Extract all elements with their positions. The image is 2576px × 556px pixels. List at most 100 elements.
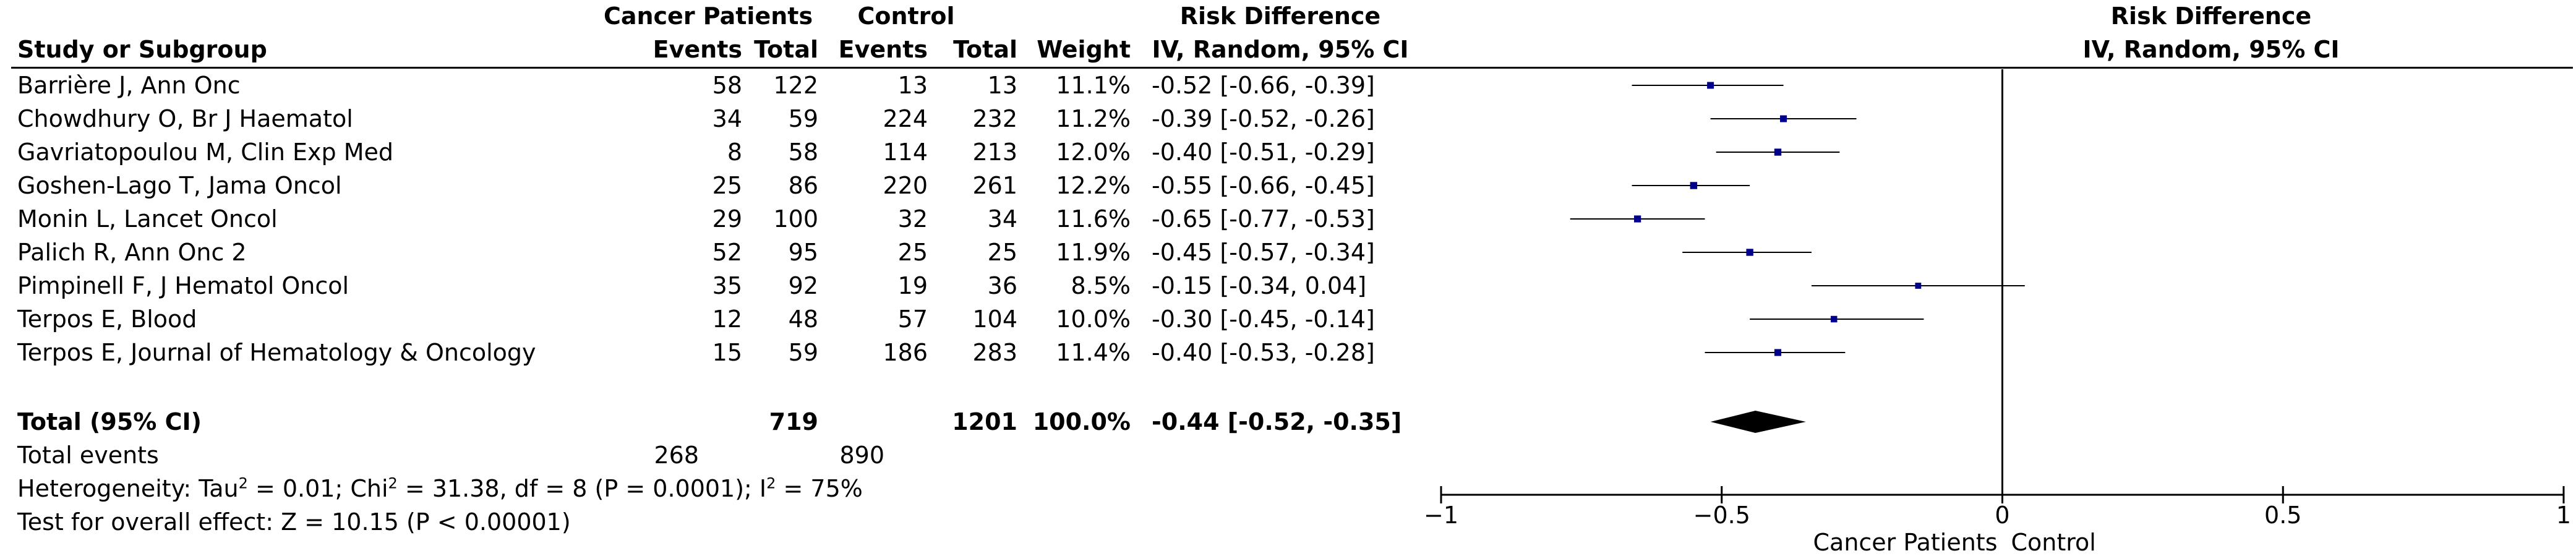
events1-value: 35 — [712, 272, 742, 299]
total1-value: 59 — [788, 105, 818, 132]
total1-value: 100 — [773, 205, 818, 233]
events1-value: 8 — [727, 139, 742, 166]
weight-value: 11.4% — [1056, 339, 1131, 366]
events1-value: 15 — [712, 339, 742, 366]
ci-value: -0.39 [-0.52, -0.26] — [1152, 105, 1375, 132]
effect-header-subtitle: IV, Random, 95% CI — [1152, 36, 1409, 63]
events2-value: 114 — [883, 139, 928, 166]
total-events-label: Total events — [17, 442, 159, 469]
point-estimate — [1690, 182, 1698, 189]
total1-value: 92 — [788, 272, 818, 299]
point-estimate — [1774, 349, 1782, 356]
x-tick-label: 1 — [2556, 502, 2571, 529]
events2-value: 57 — [897, 306, 928, 333]
total2-value: 261 — [972, 172, 1017, 199]
ci-value: -0.52 [-0.66, -0.39] — [1152, 72, 1375, 99]
study-name: Gavriatopoulou M, Clin Exp Med — [17, 139, 393, 166]
total2-value: 13 — [987, 72, 1017, 99]
heterogeneity-text: Heterogeneity: Tau2 = 0.01; Chi2 = 31.38… — [17, 474, 863, 502]
group2-header: Control — [857, 2, 955, 30]
weight-header: Weight — [1037, 36, 1131, 63]
total2-value: 213 — [972, 139, 1017, 166]
plot-title: Risk Difference — [2110, 2, 2312, 30]
events1-value: 25 — [712, 172, 742, 199]
study-name: Pimpinell F, J Hematol Oncol — [17, 272, 349, 299]
events1-value: 58 — [712, 72, 742, 99]
group1-header: Cancer Patients — [603, 2, 813, 30]
total2-value: 232 — [972, 105, 1017, 132]
events1-value: 12 — [712, 306, 742, 333]
weight-value: 12.2% — [1056, 172, 1131, 199]
weight-value: 11.6% — [1056, 205, 1131, 233]
total1-value: 122 — [773, 72, 818, 99]
ci-value: -0.55 [-0.66, -0.45] — [1152, 172, 1375, 199]
weight-value: 11.2% — [1056, 105, 1131, 132]
total1-value: 95 — [788, 239, 818, 266]
total1-value: 59 — [788, 339, 818, 366]
total1-value: 48 — [788, 306, 818, 333]
total-label: Total (95% CI) — [17, 408, 202, 435]
weight-value: 11.9% — [1056, 239, 1131, 266]
x-tick-label: 0 — [1995, 502, 2009, 529]
ci-value: -0.30 [-0.45, -0.14] — [1152, 306, 1375, 333]
events2-value: 19 — [897, 272, 928, 299]
total-events2: 890 — [839, 442, 884, 469]
point-estimate — [1774, 148, 1782, 156]
total2-sum: 1201 — [952, 408, 1017, 435]
weight-value: 11.1% — [1056, 72, 1131, 99]
ci-value: -0.40 [-0.53, -0.28] — [1152, 339, 1375, 366]
x-tick-label: −1 — [1424, 502, 1458, 529]
events2-value: 25 — [897, 239, 928, 266]
total2-value: 25 — [987, 239, 1017, 266]
study-name: Barrière J, Ann Onc — [17, 72, 241, 99]
study-name: Monin L, Lancet Oncol — [17, 205, 278, 233]
events2-value: 220 — [883, 172, 928, 199]
effect-header-title: Risk Difference — [1179, 2, 1381, 30]
events1-value: 29 — [712, 205, 742, 233]
study-name: Goshen-Lago T, Jama Oncol — [17, 172, 342, 199]
point-estimate — [1707, 82, 1714, 89]
study-column-header: Study or Subgroup — [17, 36, 267, 63]
total2-header: Total — [953, 36, 1017, 63]
events2-value: 13 — [897, 72, 928, 99]
ci-value: -0.40 [-0.51, -0.29] — [1152, 139, 1375, 166]
total-ci: -0.44 [-0.52, -0.35] — [1152, 408, 1402, 435]
total1-value: 58 — [788, 139, 818, 166]
total-events1: 268 — [654, 442, 699, 469]
study-name: Chowdhury O, Br J Haematol — [17, 105, 353, 132]
total1-header: Total — [754, 36, 818, 63]
point-estimate — [1831, 315, 1838, 323]
total2-value: 283 — [972, 339, 1017, 366]
ci-value: -0.65 [-0.77, -0.53] — [1152, 205, 1375, 233]
pooled-diamond — [1710, 411, 1806, 433]
x-tick-label: 0.5 — [2264, 502, 2301, 529]
plot-subtitle: IV, Random, 95% CI — [2082, 36, 2340, 63]
total-weight: 100.0% — [1032, 408, 1131, 435]
total2-value: 104 — [972, 306, 1017, 333]
total1-sum: 719 — [769, 408, 818, 435]
point-estimate — [1746, 249, 1753, 256]
header-rule — [11, 67, 2573, 69]
study-name: Terpos E, Blood — [17, 306, 197, 333]
point-estimate — [1915, 283, 1922, 289]
weight-value: 12.0% — [1056, 139, 1131, 166]
axis-left-label: Cancer Patients — [1813, 529, 1998, 556]
point-estimate — [1634, 215, 1641, 223]
weight-value: 10.0% — [1056, 306, 1131, 333]
events1-header: Events — [653, 36, 742, 63]
weight-value: 8.5% — [1071, 272, 1131, 299]
total1-value: 86 — [788, 172, 818, 199]
events2-value: 186 — [883, 339, 928, 366]
total2-value: 34 — [987, 205, 1017, 233]
point-estimate — [1780, 115, 1787, 122]
study-name: Terpos E, Journal of Hematology & Oncolo… — [17, 339, 536, 366]
events2-value: 32 — [897, 205, 928, 233]
total2-value: 36 — [987, 272, 1017, 299]
events2-header: Events — [838, 36, 928, 63]
events1-value: 52 — [712, 239, 742, 266]
events1-value: 34 — [712, 105, 742, 132]
x-tick-label: −0.5 — [1693, 502, 1750, 529]
overall-effect-text: Test for overall effect: Z = 10.15 (P < … — [17, 508, 571, 536]
events2-value: 224 — [883, 105, 928, 132]
